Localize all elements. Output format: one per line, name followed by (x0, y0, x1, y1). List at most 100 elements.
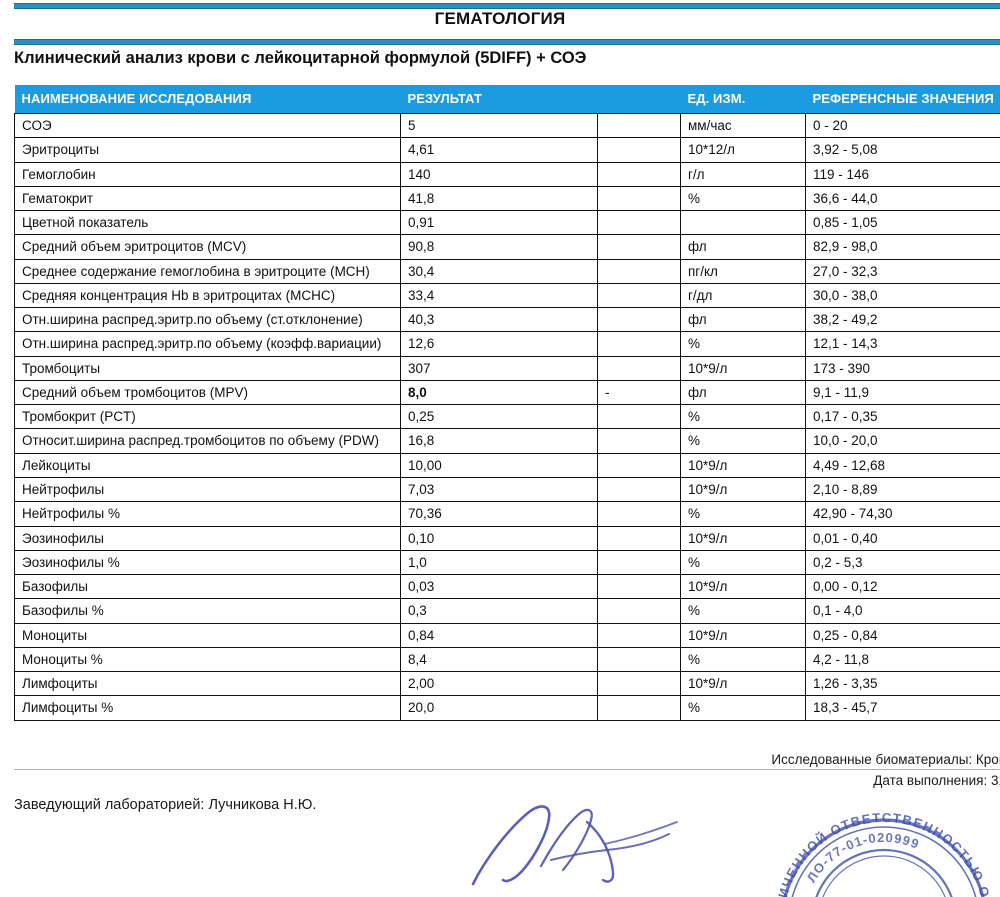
row-result: 0,03 (401, 575, 598, 599)
svg-text:НИЧЕННОЙ ОТВЕТСТВЕННОСТЬЮ ОБ: НИЧЕННОЙ ОТВЕТСТВЕННОСТЬЮ ОБ (773, 810, 995, 897)
stamp-inner-text: ЛО-77-01-020999 (804, 830, 922, 885)
row-unit: 10*9/л (681, 623, 806, 647)
row-name: Средняя концентрация Hb в эритроцитах (M… (15, 283, 401, 307)
section-title: ГЕМАТОЛОГИЯ (0, 9, 1000, 29)
row-flag (598, 283, 681, 307)
row-flag (598, 356, 681, 380)
row-unit: 10*9/л (681, 672, 806, 696)
row-unit: 10*12/л (681, 138, 806, 162)
execution-date: Дата выполнения: 31 (873, 773, 1000, 788)
row-flag (598, 186, 681, 210)
row-reference: 0,2 - 5,3 (806, 550, 1000, 574)
row-reference: 173 - 390 (806, 356, 1000, 380)
row-reference: 0,01 - 0,40 (806, 526, 1000, 550)
row-flag (598, 211, 681, 235)
results-table-header: НАИМЕНОВАНИЕ ИССЛЕДОВАНИЯ РЕЗУЛЬТАТ ЕД. … (15, 85, 1000, 114)
row-result: 1,0 (401, 550, 598, 574)
row-unit: 10*9/л (681, 575, 806, 599)
row-unit: фл (681, 235, 806, 259)
row-flag (598, 405, 681, 429)
row-name: СОЭ (15, 114, 401, 138)
row-result: 70,36 (401, 502, 598, 526)
row-result: 0,84 (401, 623, 598, 647)
row-name: Тромбоциты (15, 356, 401, 380)
column-header-result: РЕЗУЛЬТАТ (401, 85, 598, 114)
row-reference: 1,26 - 3,35 (806, 672, 1000, 696)
row-reference: 0 - 20 (806, 114, 1000, 138)
row-reference: 9,1 - 11,9 (806, 380, 1000, 404)
row-name: Эозинофилы % (15, 550, 401, 574)
table-row: Отн.ширина распред.эритр.по объему (коэф… (15, 332, 1000, 356)
row-unit: % (681, 429, 806, 453)
title-divider-rule (14, 39, 1000, 45)
results-table: НАИМЕНОВАНИЕ ИССЛЕДОВАНИЯ РЕЗУЛЬТАТ ЕД. … (14, 85, 1000, 721)
row-name: Гемоглобин (15, 162, 401, 186)
row-result: 140 (401, 162, 598, 186)
row-reference: 82,9 - 98,0 (806, 235, 1000, 259)
row-name: Лимфоциты (15, 672, 401, 696)
row-flag (598, 672, 681, 696)
row-name: Отн.ширина распред.эритр.по объему (коэф… (15, 332, 401, 356)
table-row: Относит.ширина распред.тромбоцитов по об… (15, 429, 1000, 453)
panel-title: Клинический анализ крови с лейкоцитарной… (14, 49, 586, 68)
row-flag (598, 308, 681, 332)
row-unit: фл (681, 380, 806, 404)
row-result: 20,0 (401, 696, 598, 720)
row-result: 12,6 (401, 332, 598, 356)
row-reference: 27,0 - 32,3 (806, 259, 1000, 283)
row-result: 0,3 (401, 599, 598, 623)
row-name: Эозинофилы (15, 526, 401, 550)
table-row: Лимфоциты %20,0%18,3 - 45,7 (15, 696, 1000, 720)
row-result: 10,00 (401, 453, 598, 477)
row-unit: % (681, 502, 806, 526)
stamp-outer-text: НИЧЕННОЙ ОТВЕТСТВЕННОСТЬЮ ОБ (773, 810, 995, 897)
row-reference: 4,2 - 11,8 (806, 647, 1000, 671)
handwritten-signature (455, 800, 705, 887)
row-reference: 0,00 - 0,12 (806, 575, 1000, 599)
row-result: 40,3 (401, 308, 598, 332)
biomaterial-note: Исследованные биоматериалы: Кров (771, 752, 1000, 767)
row-result: 7,03 (401, 477, 598, 501)
row-reference: 2,10 - 8,89 (806, 477, 1000, 501)
row-flag (598, 453, 681, 477)
row-reference: 10,0 - 20,0 (806, 429, 1000, 453)
row-name: Средний объем тромбоцитов (MPV) (15, 380, 401, 404)
row-flag (598, 696, 681, 720)
row-flag (598, 526, 681, 550)
row-result: 41,8 (401, 186, 598, 210)
row-result: 8,0 (401, 380, 598, 404)
row-unit: % (681, 550, 806, 574)
footer-divider-rule (14, 769, 1000, 770)
table-row: Эозинофилы %1,0%0,2 - 5,3 (15, 550, 1000, 574)
row-unit: 10*9/л (681, 526, 806, 550)
table-row: Средняя концентрация Hb в эритроцитах (M… (15, 283, 1000, 307)
row-reference: 30,0 - 38,0 (806, 283, 1000, 307)
row-flag: - (598, 380, 681, 404)
row-flag (598, 138, 681, 162)
svg-text:ЛО-77-01-020999: ЛО-77-01-020999 (804, 830, 922, 885)
row-name: Цветной показатель (15, 211, 401, 235)
row-name: Отн.ширина распред.эритр.по объему (ст.о… (15, 308, 401, 332)
row-flag (598, 235, 681, 259)
row-name: Нейтрофилы (15, 477, 401, 501)
row-reference: 0,1 - 4,0 (806, 599, 1000, 623)
row-name: Базофилы (15, 575, 401, 599)
row-result: 0,10 (401, 526, 598, 550)
row-flag (598, 429, 681, 453)
results-table-container: НАИМЕНОВАНИЕ ИССЛЕДОВАНИЯ РЕЗУЛЬТАТ ЕД. … (14, 85, 1000, 721)
row-reference: 42,90 - 74,30 (806, 502, 1000, 526)
row-result: 16,8 (401, 429, 598, 453)
table-row: Моноциты %8,4%4,2 - 11,8 (15, 647, 1000, 671)
row-name: Средний объем эритроцитов (MCV) (15, 235, 401, 259)
row-unit: % (681, 186, 806, 210)
row-result: 30,4 (401, 259, 598, 283)
row-unit (681, 211, 806, 235)
